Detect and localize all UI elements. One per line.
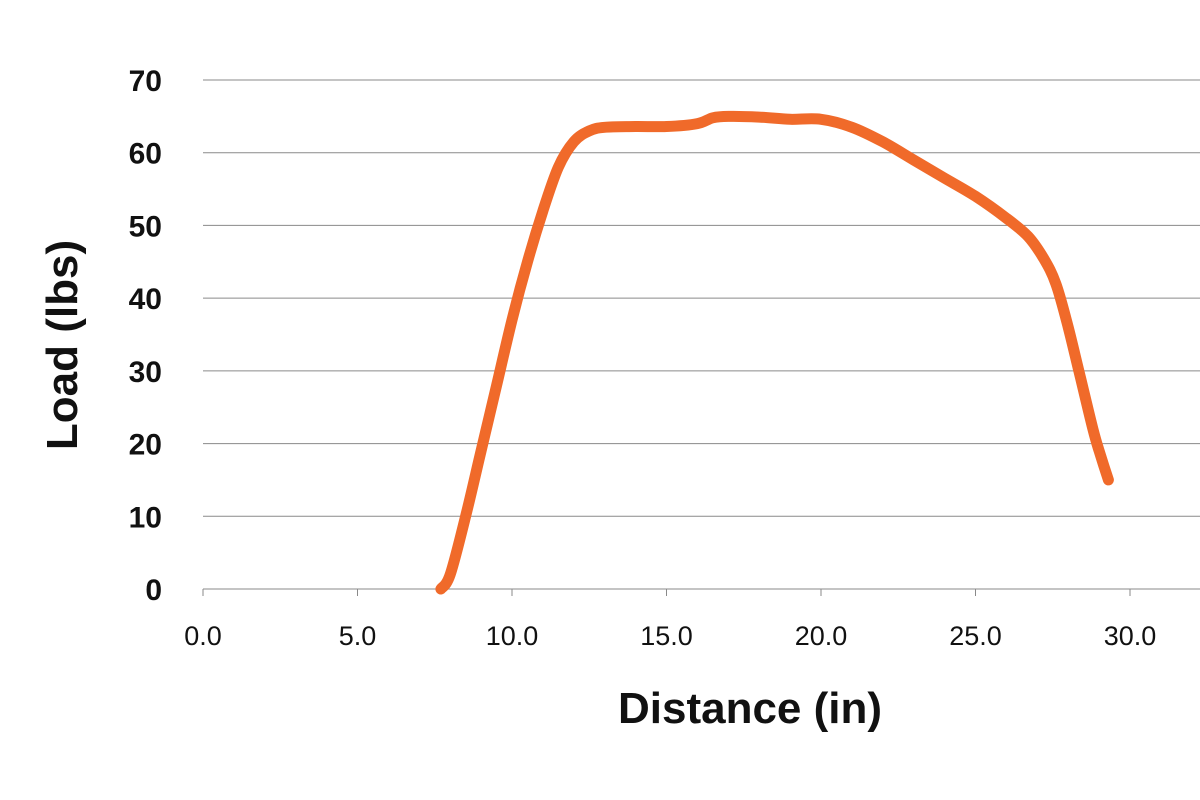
y-axis-title: Load (lbs)	[38, 240, 87, 450]
y-tick-label: 30	[129, 356, 162, 389]
y-tick-label: 0	[145, 574, 162, 607]
x-tick-label: 30.0	[1104, 621, 1157, 651]
x-axis-ticks: 0.0 5.0 10.0 15.0 20.0 25.0 30.0	[184, 589, 1156, 651]
x-tick-label: 10.0	[486, 621, 539, 651]
y-tick-label: 10	[129, 501, 162, 534]
gridlines	[203, 79, 1200, 590]
y-tick-label: 20	[129, 429, 162, 462]
x-tick-label: 5.0	[339, 621, 377, 651]
y-tick-label: 50	[129, 210, 162, 243]
series-line-0	[435, 110, 1114, 595]
y-axis-ticks: 0 10 20 30 40 50 60 70	[129, 65, 162, 607]
x-axis-title: Distance (in)	[618, 684, 882, 733]
y-tick-label: 70	[129, 65, 162, 98]
y-tick-label: 60	[129, 138, 162, 171]
x-tick-label: 15.0	[640, 621, 693, 651]
series-group	[435, 110, 1114, 595]
x-tick-label: 20.0	[795, 621, 848, 651]
y-tick-label: 40	[129, 283, 162, 316]
x-tick-label: 25.0	[949, 621, 1002, 651]
x-tick-label: 0.0	[184, 621, 222, 651]
